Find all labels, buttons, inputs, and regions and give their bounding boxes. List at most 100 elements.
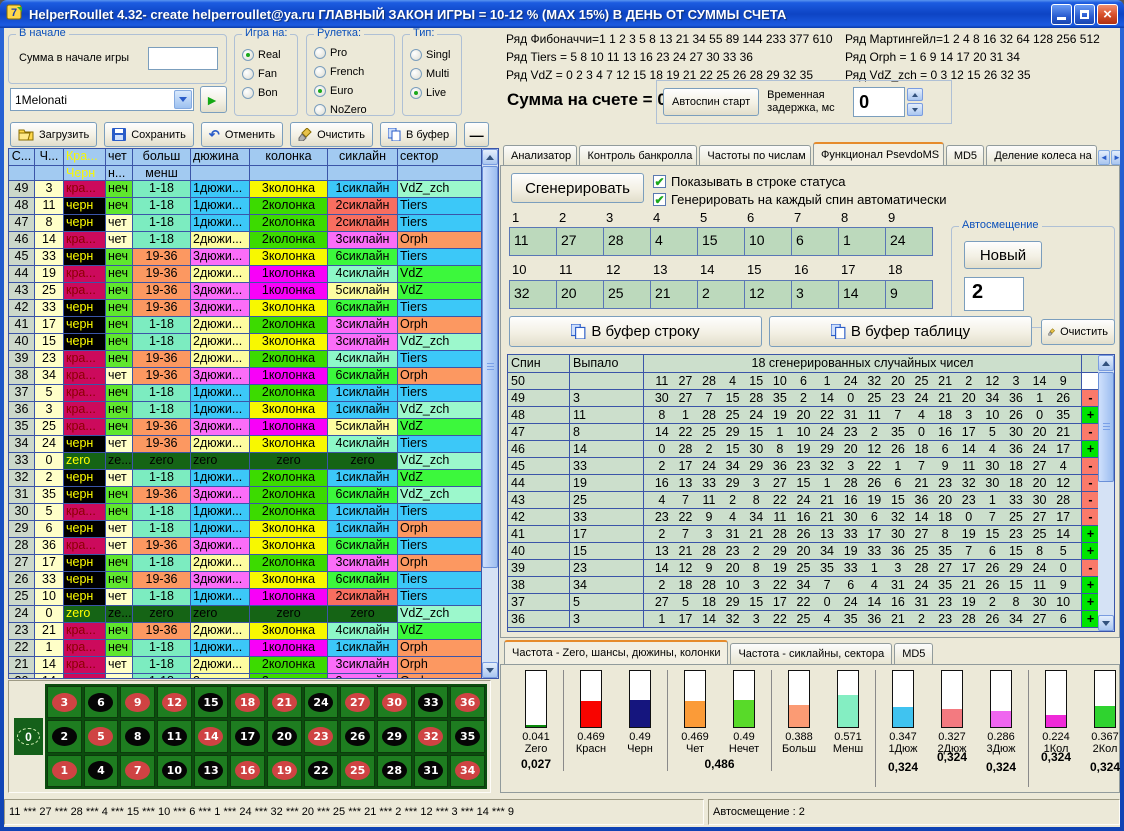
table-row[interactable]: 38 34 2 18 28 10 3 22 34 7 6 4 31 24 35 21 26 15 11 9 + <box>508 577 1114 594</box>
table-row[interactable]: 37 5 кра... неч 1-18 1дюжи... 2колонка 1сиклайн… <box>9 385 482 402</box>
copy-buffer-button[interactable]: В буфер <box>379 122 458 147</box>
title-bar[interactable]: 7 HelperRoullet 4.32- create helperroull… <box>0 0 1124 28</box>
table-row[interactable]: 23 21 кра... неч 19-36 2дюжи... 3колонка 4сикла… <box>9 623 482 640</box>
board-number-15[interactable]: 15 <box>193 686 229 719</box>
table-row[interactable]: 44 19 кра... неч 19-36 2дюжи... 1колонка 4сикла… <box>9 266 482 283</box>
board-number-1[interactable]: 1 <box>47 754 82 787</box>
undo-button[interactable]: ↶ Отменить <box>200 122 284 147</box>
board-number-2[interactable]: 2 <box>47 720 82 753</box>
table-row[interactable]: 48 11 8 1 28 25 24 19 20 22 31 11 7 4 18 3 10 26 0 35 + <box>508 407 1114 424</box>
board-number-29[interactable]: 29 <box>377 720 412 753</box>
tab-scroll-left-icon[interactable]: ◄ <box>1098 150 1110 165</box>
table-row[interactable]: 40 15 13 21 28 23 2 29 20 34 19 33 36 25 35 7 6 15 8 5 + <box>508 543 1114 560</box>
table-row[interactable]: 48 11 черн неч 1-18 1дюжи... 2колонка 2сиклайн T… <box>9 198 482 215</box>
minimize-button[interactable] <box>1051 3 1072 25</box>
profile-combobox[interactable]: 1Melonati <box>10 88 194 111</box>
table-row[interactable]: 50 11 27 28 4 15 10 6 1 24 32 20 25 21 2 12 3 14 9 <box>508 373 1114 390</box>
table-row[interactable]: 43 25 4 7 11 2 8 22 24 21 16 19 15 36 20 23 1 33 30 28- <box>508 492 1114 509</box>
board-number-32[interactable]: 32 <box>413 720 449 753</box>
table-row[interactable]: 43 25 кра... неч 19-36 3дюжи... 1колонка 5сикла… <box>9 283 482 300</box>
radio-Multi[interactable]: Multi <box>410 64 450 83</box>
tab-Контроль банкролла[interactable]: Контроль банкролла <box>579 145 698 166</box>
table-row[interactable]: 41 17 2 7 3 31 21 28 26 13 33 17 30 27 8 19 15 23 25 14 + <box>508 526 1114 543</box>
table-row[interactable]: 29 6 черн чет 1-18 1дюжи... 3колонка 1сиклайн Or… <box>9 521 482 538</box>
table-row[interactable]: 38 34 кра... чет 19-36 3дюжи... 1колонка 6сикла… <box>9 368 482 385</box>
table-row[interactable]: 49 3 30 27 7 15 28 35 2 14 0 25 23 24 21 20 34 36 1 26- <box>508 390 1114 407</box>
table-row[interactable]: 21 14 кра... чет 1-18 2дюжи... 2колонка 3сиклай… <box>9 657 482 674</box>
start-sum-input[interactable] <box>148 47 218 70</box>
gen-table-scrollbar[interactable] <box>1098 355 1114 631</box>
board-number-3[interactable]: 3 <box>47 686 82 719</box>
scrollbar-thumb[interactable] <box>482 166 498 568</box>
board-number-14[interactable]: 14 <box>193 720 229 753</box>
table-row[interactable]: 36 3 кра... неч 1-18 1дюжи... 3колонка 1сиклайн… <box>9 402 482 419</box>
table-row[interactable]: 45 33 черн неч 19-36 3дюжи... 3колонка 6сиклайн… <box>9 249 482 266</box>
board-number-22[interactable]: 22 <box>303 754 339 787</box>
board-number-8[interactable]: 8 <box>120 720 155 753</box>
clear-gen-button[interactable]: Очистить <box>1041 319 1115 345</box>
tab-Частоты по числам[interactable]: Частоты по числам <box>699 145 811 166</box>
board-number-6[interactable]: 6 <box>83 686 119 719</box>
radio-French[interactable]: French <box>314 62 367 81</box>
radio-Real[interactable]: Real <box>242 45 281 64</box>
radio-Euro[interactable]: Euro <box>314 81 367 100</box>
tab-Частота - сиклайны, сектора[interactable]: Частота - сиклайны, сектора <box>730 643 893 664</box>
spins-table-scrollbar[interactable] <box>482 149 498 678</box>
board-number-20[interactable]: 20 <box>267 720 302 753</box>
board-number-24[interactable]: 24 <box>303 686 339 719</box>
board-number-5[interactable]: 5 <box>83 720 119 753</box>
save-button[interactable]: Сохранить <box>104 122 194 147</box>
radio-Bon[interactable]: Bon <box>242 83 281 102</box>
tab-Функционал PsevdoMS[interactable]: Функционал PsevdoMS <box>812 142 944 166</box>
board-number-17[interactable]: 17 <box>230 720 265 753</box>
board-number-36[interactable]: 36 <box>450 686 485 719</box>
board-number-16[interactable]: 16 <box>230 754 265 787</box>
scroll-up-icon[interactable] <box>482 149 498 165</box>
show-in-status-checkbox[interactable]: ✔ Показывать в строке статуса <box>653 174 846 189</box>
play-button[interactable]: ► <box>200 86 227 113</box>
collapse-button[interactable]: — <box>464 122 490 147</box>
table-row[interactable]: 30 5 кра... неч 1-18 1дюжи... 2колонка 1сиклайн… <box>9 504 482 521</box>
delay-value[interactable]: 0 <box>853 87 906 117</box>
board-number-35[interactable]: 35 <box>450 720 485 753</box>
table-row[interactable]: 36 3 1 17 14 32 3 22 25 4 35 36 21 2 23 28 26 34 27 6 + <box>508 611 1114 628</box>
copy-table-button[interactable]: В буфер таблицу <box>769 316 1032 347</box>
board-number-12[interactable]: 12 <box>157 686 192 719</box>
table-row[interactable]: 22 1 кра... неч 1-18 1дюжи... 1колонка 1сиклайн… <box>9 640 482 657</box>
table-row[interactable]: 47 8 черн чет 1-18 1дюжи... 2колонка 2сиклайн Ti… <box>9 215 482 232</box>
generate-button[interactable]: Сгенерировать <box>511 173 644 203</box>
table-row[interactable]: 42 33 23 22 9 4 34 11 16 21 30 6 32 14 18 0 7 25 27 17- <box>508 509 1114 526</box>
board-number-4[interactable]: 4 <box>83 754 119 787</box>
table-row[interactable]: 46 14 0 28 2 15 30 8 19 29 20 12 26 18 6 14 4 36 24 17 + <box>508 441 1114 458</box>
tab-MD5[interactable]: MD5 <box>945 145 985 166</box>
table-row[interactable]: 28 36 кра... чет 19-36 3дюжи... 3колонка 6сикла… <box>9 538 482 555</box>
table-row[interactable]: 37 5 27 5 18 29 15 17 22 0 24 14 16 31 23 19 2 8 30 10 + <box>508 594 1114 611</box>
table-row[interactable]: 45 33 2 17 24 34 29 36 23 32 3 22 1 7 9 11 30 18 27 4- <box>508 458 1114 475</box>
board-number-7[interactable]: 7 <box>120 754 155 787</box>
autospin-start-button[interactable]: Автоспин старт <box>663 88 760 116</box>
table-row[interactable]: 27 17 черн неч 1-18 2дюжи... 2колонка 3сиклайн O… <box>9 555 482 572</box>
table-row[interactable]: 46 14 кра... чет 1-18 2дюжи... 2колонка 3сиклай… <box>9 232 482 249</box>
spinner-up-icon[interactable] <box>907 88 924 101</box>
table-row[interactable]: 24 0 zero ze... zero zero zero zero VdZ_zch <box>9 606 482 623</box>
board-number-33[interactable]: 33 <box>413 686 449 719</box>
table-row[interactable]: 34 24 черн чет 19-36 2дюжи... 3колонка 4сиклайн… <box>9 436 482 453</box>
radio-Fan[interactable]: Fan <box>242 64 281 83</box>
radio-Live[interactable]: Live <box>410 83 450 102</box>
table-row[interactable]: 26 33 черн неч 19-36 3дюжи... 3колонка 6сиклайн… <box>9 572 482 589</box>
board-number-34[interactable]: 34 <box>450 754 485 787</box>
table-row[interactable]: 49 3 кра... неч 1-18 1дюжи... 3колонка 1сиклайн… <box>9 181 482 198</box>
maximize-button[interactable] <box>1074 3 1095 25</box>
generate-each-spin-checkbox[interactable]: ✔ Генерировать на каждый спин автоматиче… <box>653 192 947 207</box>
autoshift-value[interactable]: 2 <box>964 277 1024 311</box>
board-number-19[interactable]: 19 <box>267 754 302 787</box>
table-row[interactable]: 39 23 14 12 9 20 8 19 25 35 33 1 3 28 27 17 26 29 24 0- <box>508 560 1114 577</box>
table-row[interactable]: 44 19 16 13 33 29 3 27 15 1 28 26 6 21 23 32 30 18 20 12- <box>508 475 1114 492</box>
table-row[interactable]: 47 8 14 22 25 29 15 1 10 24 23 2 35 0 16 17 5 30 20 21- <box>508 424 1114 441</box>
board-number-28[interactable]: 28 <box>377 754 412 787</box>
board-number-9[interactable]: 9 <box>120 686 155 719</box>
board-number-23[interactable]: 23 <box>303 720 339 753</box>
board-number-18[interactable]: 18 <box>230 686 265 719</box>
board-number-25[interactable]: 25 <box>340 754 375 787</box>
close-button[interactable]: × <box>1097 3 1118 25</box>
